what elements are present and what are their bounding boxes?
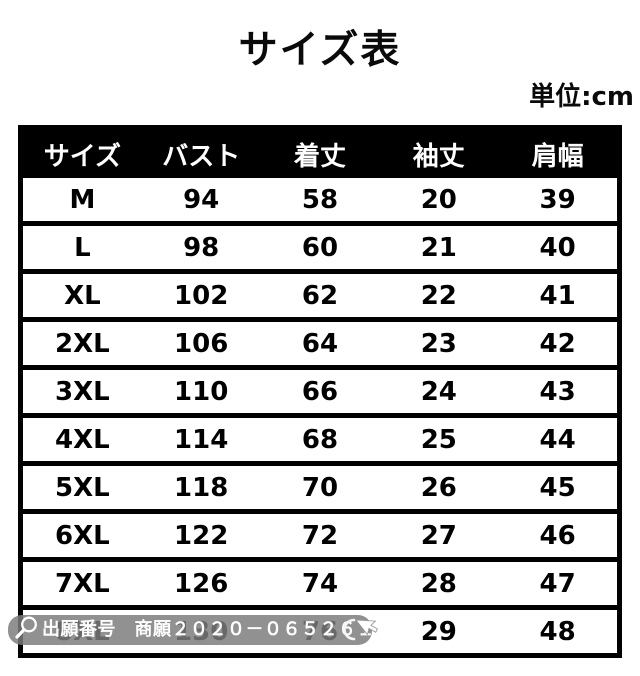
table-row: 2XL 106 64 23 42: [23, 317, 617, 365]
magnifier-icon: [13, 615, 39, 645]
table-header-row: サイズ バスト 着丈 袖丈 肩幅: [23, 130, 617, 178]
column-header-length: 着丈: [293, 141, 346, 172]
cell-sleeve: 29: [420, 616, 457, 647]
cell-size: 3XL: [55, 376, 110, 407]
cell-sleeve: 20: [420, 184, 457, 215]
cell-size: 5XL: [55, 472, 110, 503]
cell-shoulder: 41: [539, 280, 576, 311]
cell-sleeve: 22: [420, 280, 457, 311]
cell-size: 2XL: [55, 328, 110, 359]
cell-bust: 118: [174, 472, 229, 503]
column-header-sleeve: 袖丈: [412, 141, 465, 172]
size-table: サイズ バスト 着丈 袖丈 肩幅 M 94 58 20 39 L 98 60 2…: [18, 125, 622, 658]
table-row: M 94 58 20 39: [23, 178, 617, 221]
cell-bust: 98: [183, 232, 220, 263]
cell-length: 74: [301, 568, 339, 599]
cell-shoulder: 44: [539, 424, 576, 455]
cell-size: L: [74, 232, 91, 263]
cell-length: 72: [301, 520, 339, 551]
table-row: XL 102 62 22 41: [23, 269, 617, 317]
cell-length: 68: [301, 424, 339, 455]
cell-shoulder: 40: [539, 232, 576, 263]
cursor-arrow-icon: [330, 611, 386, 655]
cell-length: 66: [301, 376, 339, 407]
cell-bust: 102: [174, 280, 229, 311]
cell-bust: 94: [183, 184, 220, 215]
page-title: サイズ表: [238, 28, 402, 73]
cell-length: 64: [301, 328, 339, 359]
watermark-badge: 出願番号 商願２０２０－０６５２６１: [8, 615, 375, 645]
cell-size: 6XL: [55, 520, 110, 551]
cell-sleeve: 27: [420, 520, 457, 551]
cell-length: 70: [301, 472, 339, 503]
cell-length: 58: [301, 184, 339, 215]
cell-bust: 122: [174, 520, 229, 551]
cell-size: 7XL: [55, 568, 110, 599]
cell-sleeve: 21: [420, 232, 457, 263]
cell-bust: 106: [174, 328, 229, 359]
watermark-text: 出願番号 商願２０２０－０６５２６１: [42, 619, 375, 640]
cell-shoulder: 48: [539, 616, 576, 647]
cell-shoulder: 42: [539, 328, 576, 359]
table-row: 3XL 110 66 24 43: [23, 365, 617, 413]
cell-shoulder: 43: [539, 376, 576, 407]
cell-bust: 110: [174, 376, 229, 407]
cell-length: 62: [301, 280, 339, 311]
cell-sleeve: 23: [420, 328, 457, 359]
unit-label: 単位:cm: [529, 82, 634, 112]
table-row: L 98 60 21 40: [23, 221, 617, 269]
cell-size: 4XL: [55, 424, 110, 455]
table-row: 7XL 126 74 28 47: [23, 557, 617, 605]
table-row: 5XL 118 70 26 45: [23, 461, 617, 509]
cell-sleeve: 24: [420, 376, 457, 407]
cell-sleeve: 28: [420, 568, 457, 599]
cell-length: 60: [301, 232, 339, 263]
cell-shoulder: 47: [539, 568, 576, 599]
cell-bust: 126: [174, 568, 229, 599]
cell-sleeve: 26: [420, 472, 457, 503]
cell-size: M: [69, 184, 96, 215]
column-header-bust: バスト: [162, 141, 241, 172]
cell-shoulder: 45: [539, 472, 576, 503]
cell-sleeve: 25: [420, 424, 457, 455]
column-header-shoulder: 肩幅: [531, 141, 584, 172]
cell-bust: 114: [174, 424, 229, 455]
column-header-size: サイズ: [43, 141, 122, 172]
table-row: 6XL 122 72 27 46: [23, 509, 617, 557]
cell-shoulder: 46: [539, 520, 576, 551]
cell-size: XL: [64, 280, 101, 311]
table-row: 4XL 114 68 25 44: [23, 413, 617, 461]
cell-shoulder: 39: [539, 184, 576, 215]
